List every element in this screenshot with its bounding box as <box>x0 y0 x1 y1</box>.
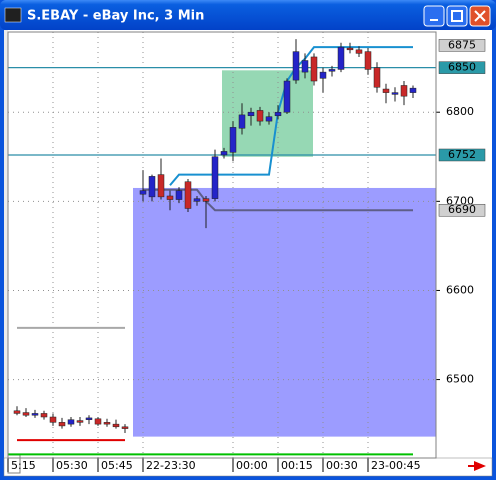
candle-body <box>166 195 174 200</box>
minimize-button[interactable] <box>423 5 445 27</box>
price-marker-label: 6850 <box>448 61 476 74</box>
candle-body <box>112 423 120 428</box>
candle-body <box>319 71 327 79</box>
candle-body <box>310 56 318 82</box>
candle-body <box>328 69 336 72</box>
x-tick-label: 22-23:30 <box>146 459 196 472</box>
candle-body <box>256 110 264 122</box>
candle-body <box>283 80 291 113</box>
candle-body <box>121 426 129 429</box>
candle-body <box>193 198 201 202</box>
candle-body <box>391 92 399 95</box>
candle-body <box>373 67 381 88</box>
price-marker <box>438 203 486 217</box>
price-marker-label: 6752 <box>448 148 476 161</box>
title-bar <box>0 0 496 30</box>
candle-body <box>400 85 408 97</box>
x-tick-label: 05:30 <box>56 459 88 472</box>
left-margin <box>4 30 8 476</box>
candle-body <box>175 190 183 200</box>
y-tick-label: 6500 <box>446 373 474 386</box>
candle-body <box>301 60 309 73</box>
candle-body <box>220 151 228 156</box>
x-tick-label: 00:15 <box>281 459 313 472</box>
candle-body <box>265 116 273 122</box>
candle-body <box>31 413 39 416</box>
maximize-glyph <box>451 10 463 22</box>
candle-body <box>139 190 147 195</box>
x-tick-label: 23-00:45 <box>371 459 421 472</box>
candle-body <box>364 51 372 70</box>
x-tick-label: 05:45 <box>101 459 133 472</box>
candle-body <box>40 413 48 418</box>
candle-body <box>202 198 210 202</box>
candle-body <box>103 422 111 425</box>
candle-body <box>157 174 165 198</box>
candle-body <box>409 87 417 93</box>
candle-body <box>58 422 66 427</box>
plot-border <box>7 31 437 459</box>
x-tick-label: 00:30 <box>326 459 358 472</box>
candle-body <box>67 419 75 425</box>
candle-body <box>76 420 84 423</box>
price-marker <box>438 39 486 52</box>
candle-body <box>229 127 237 153</box>
y-tick-label: 6600 <box>446 283 474 296</box>
candle-body <box>94 418 102 425</box>
candle-body <box>13 410 21 414</box>
candle-body <box>274 111 282 117</box>
candle-body <box>247 111 255 117</box>
price-marker <box>438 148 486 162</box>
x-tick-label: 00:00 <box>236 459 268 472</box>
app-icon <box>4 7 22 23</box>
close-glyph <box>474 10 486 22</box>
price-marker-label: 6875 <box>448 38 476 51</box>
zone <box>133 187 436 437</box>
scroll-right-arrow[interactable] <box>468 461 486 471</box>
candle-body <box>49 416 57 423</box>
candle-body <box>382 88 390 93</box>
candle-body <box>184 181 192 209</box>
zone <box>222 70 313 157</box>
candle-body <box>346 47 354 51</box>
candle-body <box>355 49 363 54</box>
indicator-line <box>169 46 413 186</box>
candle-body <box>211 156 219 199</box>
candle-body <box>85 417 93 420</box>
candle-body <box>337 46 345 70</box>
candle-body <box>238 114 246 129</box>
candle-body <box>148 176 156 198</box>
candle-body <box>22 412 30 416</box>
price-marker-label: 6690 <box>448 203 476 216</box>
price-marker <box>438 61 486 74</box>
maximize-button[interactable] <box>446 5 468 27</box>
y-tick-label: 6800 <box>446 105 474 118</box>
minimize-glyph <box>430 19 438 21</box>
x-tick-label: 5:15 <box>11 459 36 472</box>
candle-body <box>292 51 300 81</box>
window-title: S.EBAY - eBay Inc, 3 Min <box>27 9 204 24</box>
